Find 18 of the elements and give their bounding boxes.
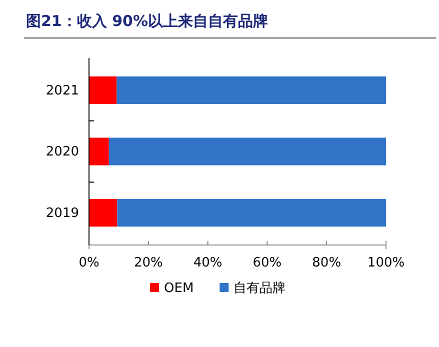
bar xyxy=(89,76,117,104)
y-tick-label: 2019 xyxy=(46,206,79,221)
bar xyxy=(89,199,118,227)
chart-title: 图21：收入 90%以上来自自有品牌 xyxy=(26,12,268,30)
x-tick-label: 60% xyxy=(252,255,282,270)
x-tick-label: 20% xyxy=(134,255,163,270)
bar xyxy=(108,138,386,166)
x-tick-label: 100% xyxy=(367,255,405,270)
y-tick-label: 2021 xyxy=(46,83,79,98)
x-tick-label: 80% xyxy=(312,255,342,270)
y-tick-label: 2020 xyxy=(46,144,79,160)
bar xyxy=(89,138,109,166)
legend-label: OEM xyxy=(164,281,194,296)
x-tick-label: 0% xyxy=(78,255,100,270)
bar xyxy=(116,76,386,104)
bar xyxy=(117,199,386,227)
legend-label: 自有品牌 xyxy=(234,281,286,296)
x-tick-label: 40% xyxy=(193,255,222,270)
